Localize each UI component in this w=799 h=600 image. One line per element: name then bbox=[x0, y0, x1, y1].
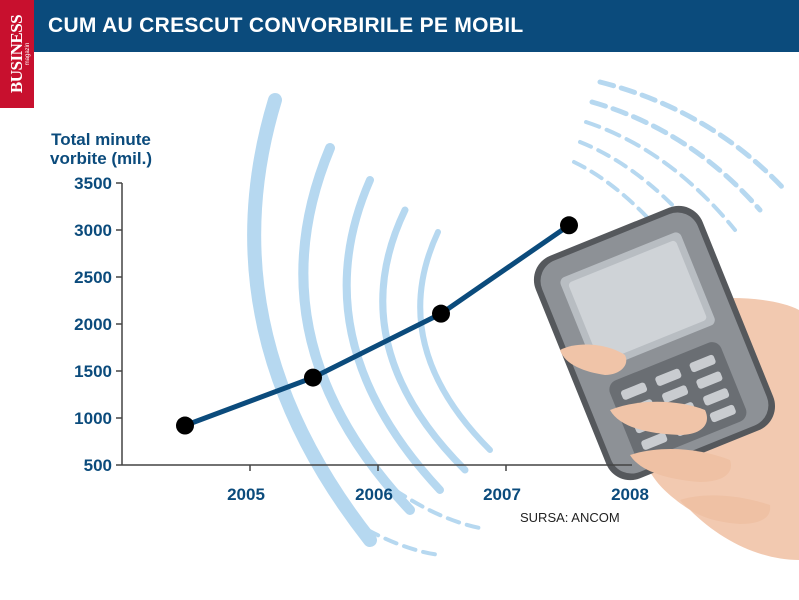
x-axis-ticks: 2005 2006 2007 2008 bbox=[227, 465, 649, 504]
x-tick-label: 2008 bbox=[611, 485, 649, 504]
y-axis-ticks: 500 1000 1500 2000 2500 3000 3500 bbox=[74, 174, 122, 475]
y-tick-label: 2000 bbox=[74, 315, 112, 334]
series-line bbox=[184, 223, 571, 428]
chart-title: CUM AU CRESCUT CONVORBIRILE PE MOBIL bbox=[48, 14, 524, 37]
header-bar: CUM AU CRESCUT CONVORBIRILE PE MOBIL bbox=[34, 0, 799, 52]
data-point bbox=[560, 216, 578, 235]
x-tick-label: 2006 bbox=[355, 485, 393, 504]
data-series bbox=[176, 216, 578, 435]
phone-hand-illustration bbox=[533, 205, 799, 560]
data-point bbox=[304, 368, 322, 387]
y-tick-label: 3000 bbox=[74, 221, 112, 240]
source-note: SURSA: ANCOM bbox=[520, 510, 620, 525]
brand-logo: BUSINESS magazin bbox=[0, 0, 34, 108]
data-point bbox=[432, 304, 450, 323]
y-tick-label: 1500 bbox=[74, 362, 112, 381]
y-tick-label: 3500 bbox=[74, 174, 112, 193]
y-tick-label: 2500 bbox=[74, 268, 112, 287]
x-tick-label: 2005 bbox=[227, 485, 265, 504]
data-point bbox=[176, 416, 194, 435]
x-tick-label: 2007 bbox=[483, 485, 521, 504]
y-tick-label: 1000 bbox=[74, 409, 112, 428]
y-axis-title: Total minute vorbite (mil.) bbox=[49, 130, 152, 168]
y-tick-label: 500 bbox=[84, 456, 112, 475]
